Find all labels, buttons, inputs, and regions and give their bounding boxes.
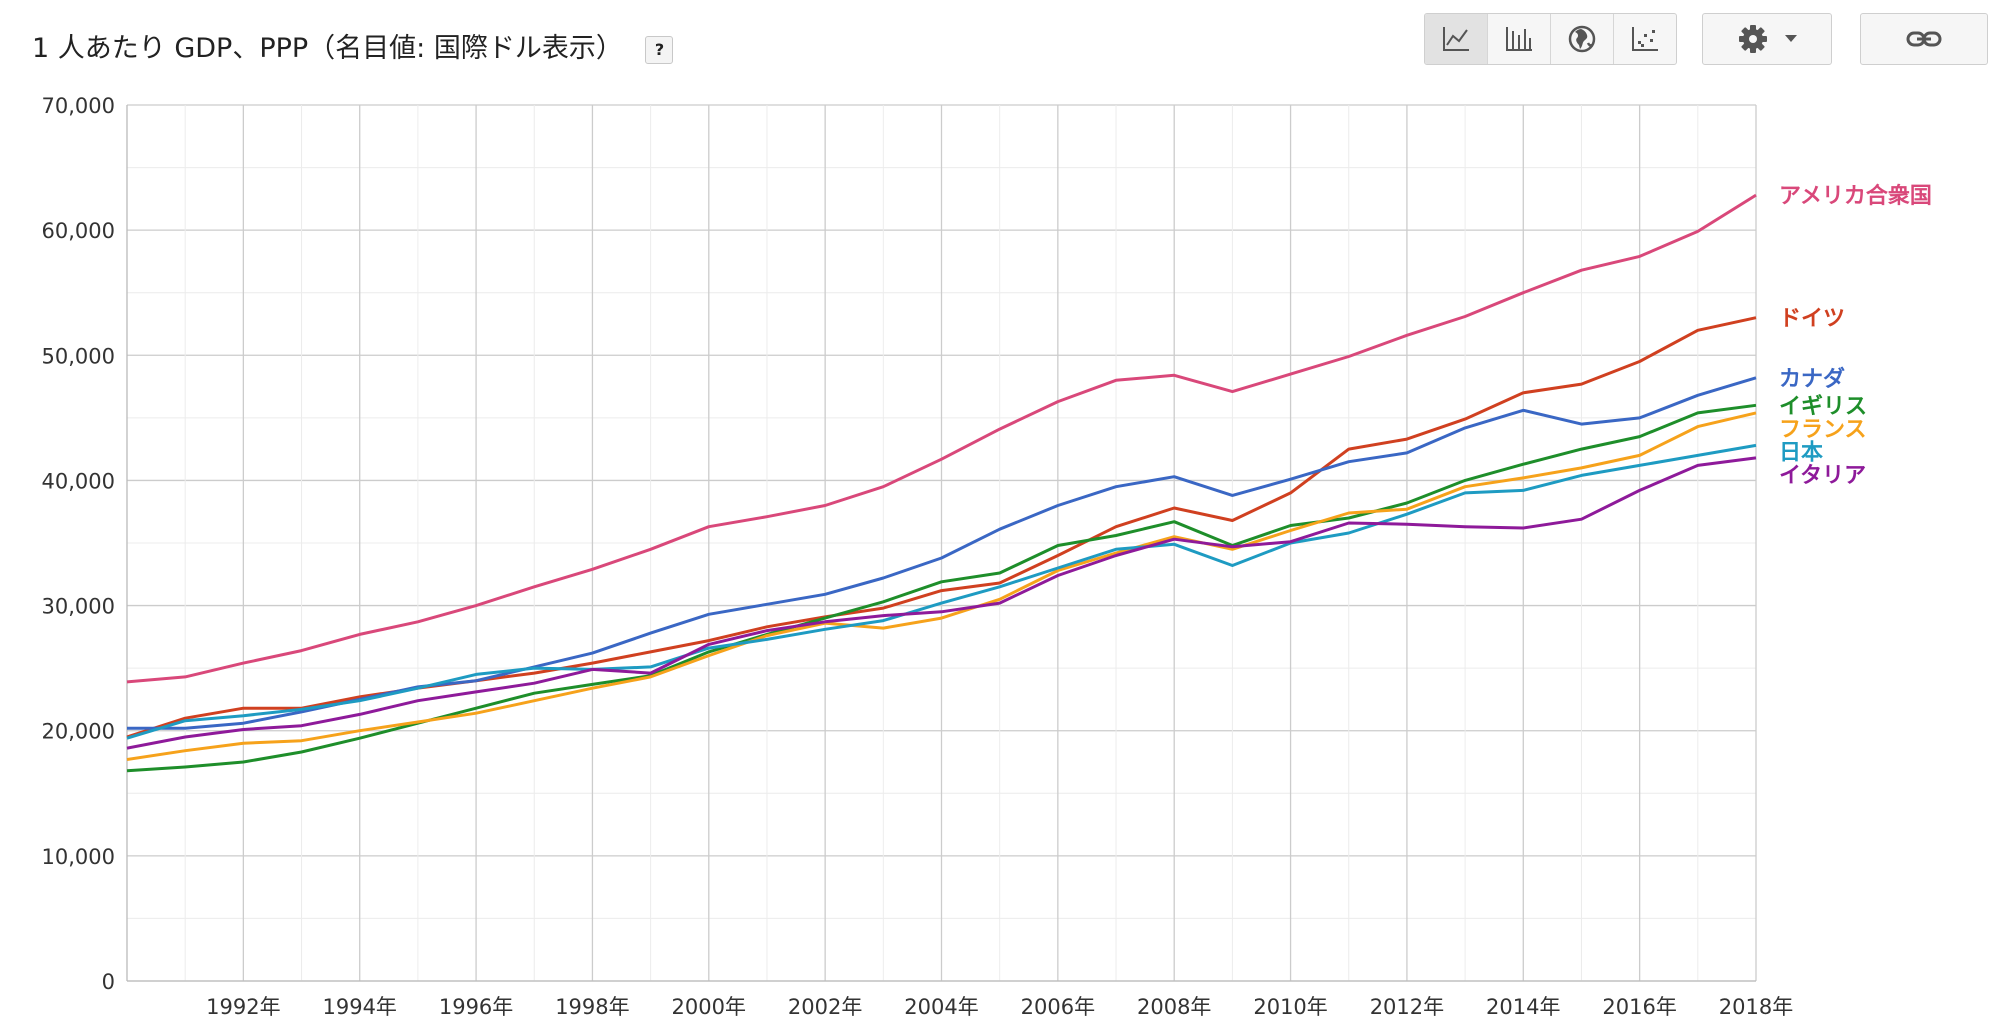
series-label: イギリス (1779, 394, 1867, 419)
link-button[interactable] (1860, 13, 1988, 65)
x-tick-label: 1992年 (206, 995, 280, 1019)
gear-icon (1739, 25, 1767, 53)
x-tick-label: 2012年 (1370, 995, 1444, 1019)
series-label: フランス (1779, 417, 1867, 442)
line-chart-icon (1443, 27, 1469, 51)
y-tick-label: 30,000 (42, 595, 115, 619)
x-tick-label: 1994年 (322, 995, 396, 1019)
scatter-chart-icon (1632, 27, 1658, 51)
y-tick-label: 60,000 (42, 219, 115, 243)
series-label: イタリア (1779, 463, 1866, 488)
series-label: アメリカ合衆国 (1779, 183, 1932, 209)
caret-down-icon (1785, 35, 1797, 42)
x-tick-label: 2002年 (788, 995, 862, 1019)
y-tick-label: 50,000 (42, 344, 115, 368)
series-line (126, 411, 1757, 761)
x-tick-label: 2000年 (672, 995, 746, 1019)
series-line (126, 193, 1757, 684)
bar-chart-icon (1506, 27, 1532, 51)
series-label: 日本 (1779, 440, 1823, 465)
y-axis: 0 10,000 20,000 30,000 40,000 50,000 60,000 70,… (42, 94, 115, 994)
chart-type-toggle (1424, 13, 1677, 65)
help-button[interactable]: ? (645, 35, 674, 64)
chart-title-text: 1 人あたり GDP、PPP（名目値: 国際ドル表示） (32, 33, 623, 64)
y-tick-label: 0 (102, 970, 115, 994)
y-tick-label: 40,000 (42, 469, 115, 493)
series-line (126, 403, 1757, 773)
y-tick-label: 10,000 (42, 845, 115, 869)
map-button[interactable] (1551, 14, 1614, 64)
series-line (126, 456, 1757, 750)
bar-chart-button[interactable] (1488, 14, 1551, 64)
x-tick-label: 2014年 (1486, 995, 1560, 1019)
x-tick-label: 2010年 (1253, 995, 1327, 1019)
x-tick-label: 2006年 (1021, 995, 1095, 1019)
x-axis: 1992年 1994年 1996年 1998年 2000年 2002年 2004年 2006年… (206, 995, 1793, 1019)
x-tick-label: 2016年 (1602, 995, 1676, 1019)
line-chart-button[interactable] (1425, 14, 1488, 64)
series-lines (126, 193, 1757, 773)
y-tick-label: 70,000 (42, 94, 115, 118)
globe-icon (1568, 25, 1596, 53)
series-label: ドイツ (1779, 307, 1845, 332)
x-tick-label: 1996年 (439, 995, 513, 1019)
series-line (126, 443, 1757, 740)
link-icon (1906, 31, 1942, 47)
y-tick-label: 20,000 (42, 720, 115, 744)
x-tick-label: 2018年 (1719, 995, 1793, 1019)
series-label: カナダ (1779, 366, 1845, 392)
x-tick-label: 2008年 (1137, 995, 1211, 1019)
settings-button[interactable] (1702, 13, 1832, 65)
chart-title: 1 人あたり GDP、PPP（名目値: 国際ドル表示） ? (32, 26, 674, 65)
chart-grid (126, 104, 1757, 982)
x-tick-label: 1998年 (555, 995, 629, 1019)
x-tick-label: 2004年 (904, 995, 978, 1019)
scatter-chart-button[interactable] (1614, 14, 1676, 64)
